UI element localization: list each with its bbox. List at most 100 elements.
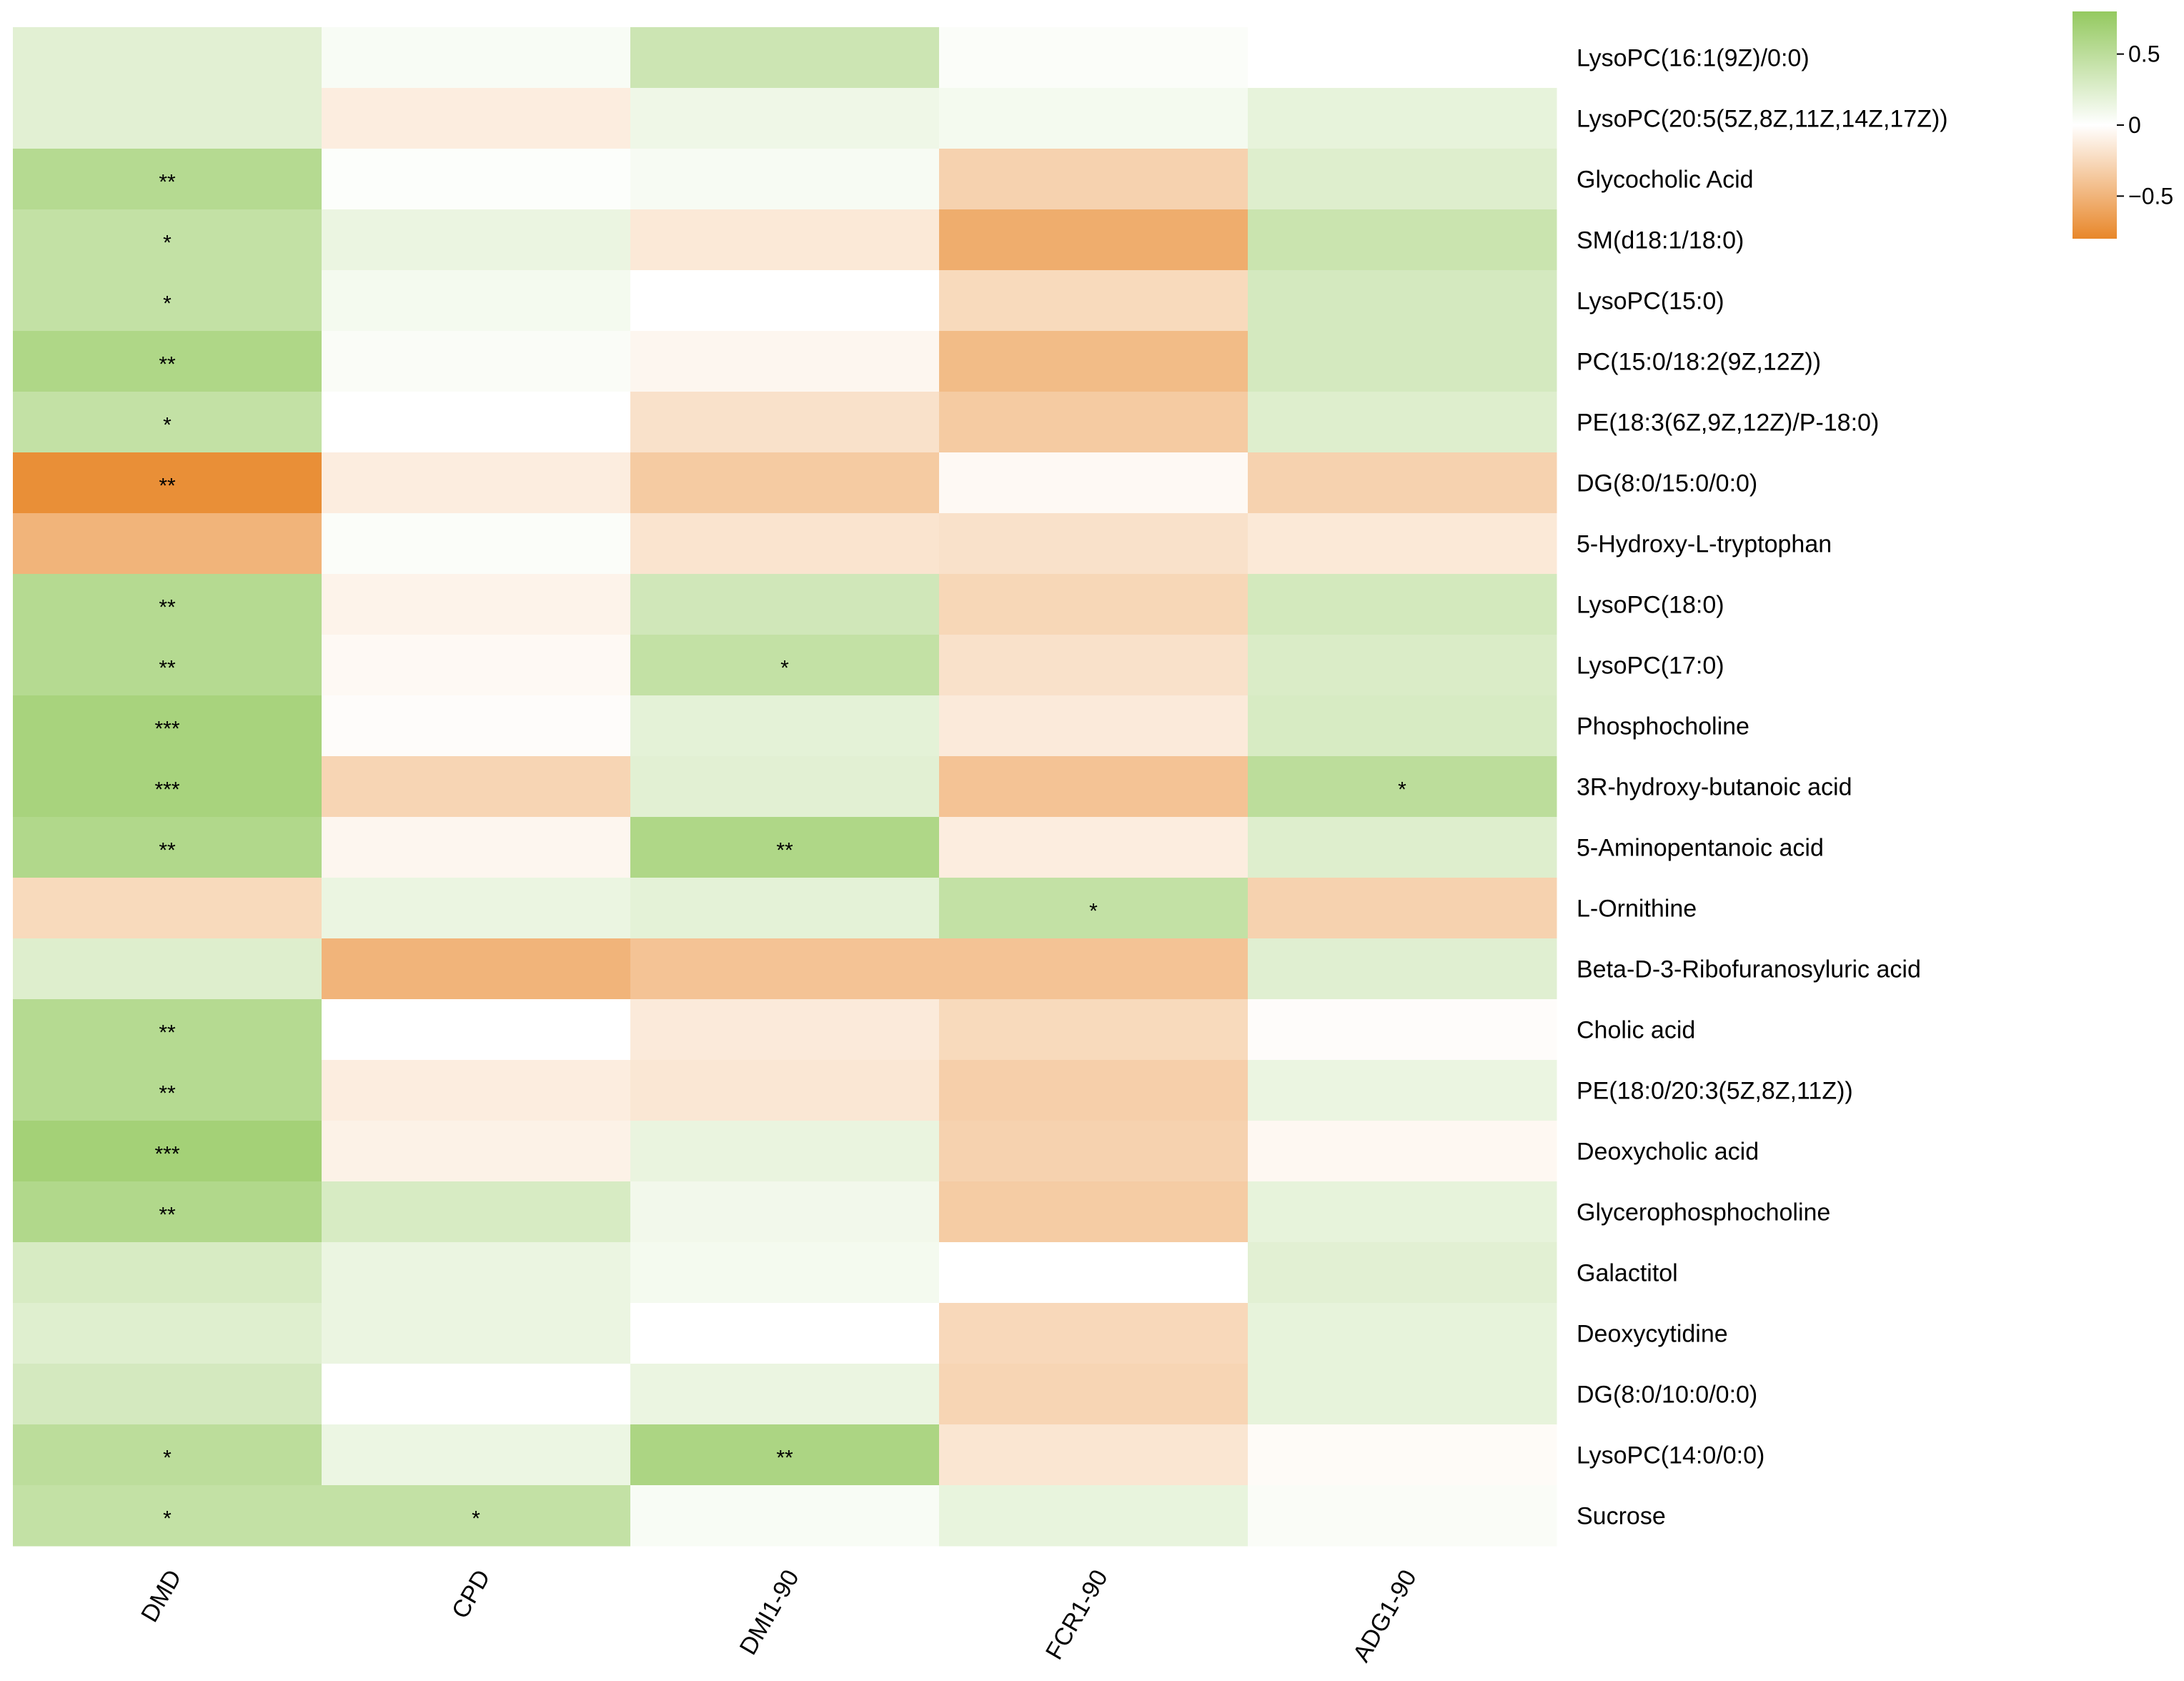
heatmap-cell bbox=[1248, 1121, 1557, 1182]
heatmap-cell bbox=[939, 1060, 1249, 1121]
colorbar-legend: 0.5 0 −0.5 bbox=[2073, 11, 2173, 239]
heatmap-cell bbox=[13, 452, 322, 514]
heatmap-cell bbox=[13, 513, 322, 575]
heatmap-cell bbox=[1248, 452, 1557, 514]
heatmap-cell bbox=[1248, 88, 1557, 149]
colorbar-tick-label: −0.5 bbox=[2128, 183, 2173, 209]
heatmap-cell bbox=[630, 1121, 940, 1182]
significance-marker: ** bbox=[159, 1082, 176, 1106]
significance-marker: ** bbox=[776, 839, 793, 863]
column-labels: DMD CPD DMI1-90 FCR1-90 ADG1-90 bbox=[136, 1565, 1422, 1667]
heatmap-cell bbox=[1248, 270, 1557, 332]
heatmap-cell bbox=[322, 27, 631, 89]
heatmap-cell bbox=[630, 574, 940, 635]
heatmap-cell bbox=[13, 1303, 322, 1364]
heatmap-cell bbox=[1248, 1181, 1557, 1243]
heatmap-cell bbox=[939, 270, 1249, 332]
significance-marker: *** bbox=[154, 718, 179, 741]
heatmap-cell bbox=[630, 1181, 940, 1243]
heatmap-cell bbox=[13, 1424, 322, 1486]
heatmap-cell bbox=[322, 1181, 631, 1243]
row-label: LysoPC(15:0) bbox=[1577, 288, 1724, 315]
heatmap-cell bbox=[322, 938, 631, 1000]
heatmap-cell bbox=[630, 635, 940, 696]
heatmap-cell bbox=[322, 1303, 631, 1364]
row-label: 5-Aminopentanoic acid bbox=[1577, 835, 1824, 862]
heatmap-cell bbox=[13, 938, 322, 1000]
heatmap-cell bbox=[1248, 27, 1557, 89]
significance-marker: ** bbox=[159, 1204, 176, 1227]
heatmap-cell bbox=[13, 1364, 322, 1425]
heatmap-cell bbox=[322, 392, 631, 453]
heatmap-cell bbox=[13, 27, 322, 89]
heatmap-cell bbox=[939, 1485, 1249, 1547]
row-label: Galactitol bbox=[1577, 1260, 1678, 1287]
heatmap-cell bbox=[13, 149, 322, 210]
heatmap-cell bbox=[13, 88, 322, 149]
row-label: 5-Hydroxy-L-tryptophan bbox=[1577, 531, 1832, 558]
heatmap-cell bbox=[1248, 695, 1557, 757]
heatmap-cell bbox=[630, 1242, 940, 1304]
heatmap-cell bbox=[322, 1485, 631, 1547]
heatmap-cell bbox=[939, 1303, 1249, 1364]
significance-marker: * bbox=[780, 657, 789, 680]
heatmap-cell bbox=[13, 999, 322, 1061]
column-label: FCR1-90 bbox=[1041, 1565, 1113, 1664]
heatmap-cell bbox=[1248, 999, 1557, 1061]
heatmap-cell bbox=[322, 574, 631, 635]
heatmap-cell bbox=[630, 1424, 940, 1486]
heatmap-cell bbox=[322, 88, 631, 149]
heatmap-cell bbox=[630, 513, 940, 575]
row-label: LysoPC(17:0) bbox=[1577, 653, 1724, 680]
heatmap-cell bbox=[939, 452, 1249, 514]
significance-marker: * bbox=[472, 1507, 480, 1531]
heatmap-cell bbox=[322, 149, 631, 210]
significance-marker: ** bbox=[159, 657, 176, 680]
column-label: DMD bbox=[136, 1565, 187, 1627]
heatmap-cell bbox=[322, 452, 631, 514]
significance-marker: *** bbox=[154, 1143, 179, 1166]
heatmap-cell bbox=[13, 270, 322, 332]
heatmap-cell bbox=[13, 1485, 322, 1547]
heatmap-cell bbox=[630, 27, 940, 89]
heatmap-cell bbox=[1248, 1485, 1557, 1547]
heatmap-cell bbox=[630, 270, 940, 332]
heatmap-cell bbox=[1248, 392, 1557, 453]
heatmap-cell bbox=[1248, 635, 1557, 696]
heatmap-cell bbox=[1248, 513, 1557, 575]
significance-marker: ** bbox=[159, 353, 176, 377]
heatmap-cell bbox=[630, 756, 940, 818]
heatmap-cell bbox=[939, 756, 1249, 818]
heatmap-cell bbox=[322, 695, 631, 757]
significance-marker: ** bbox=[159, 171, 176, 194]
significance-marker: * bbox=[1398, 778, 1406, 802]
significance-marker: ** bbox=[159, 596, 176, 620]
colorbar-ticks: 0.5 0 −0.5 bbox=[2117, 41, 2173, 209]
row-label: Phosphocholine bbox=[1577, 713, 1749, 740]
heatmap-cell bbox=[1248, 331, 1557, 392]
row-label: Glycocholic Acid bbox=[1577, 167, 1754, 194]
heatmap-cell bbox=[939, 392, 1249, 453]
significance-marker: * bbox=[1089, 900, 1098, 923]
heatmap-cell bbox=[1248, 1364, 1557, 1425]
heatmap-cell bbox=[322, 209, 631, 271]
significance-marker: *** bbox=[154, 778, 179, 802]
heatmap-cell bbox=[939, 938, 1249, 1000]
heatmap-cell bbox=[939, 88, 1249, 149]
heatmap-cells bbox=[13, 27, 1557, 1547]
heatmap-cell bbox=[939, 999, 1249, 1061]
significance-marker: * bbox=[163, 1447, 172, 1470]
significance-marker: * bbox=[163, 1507, 172, 1531]
heatmap-cell bbox=[939, 1424, 1249, 1486]
row-label: Deoxycytidine bbox=[1577, 1321, 1728, 1348]
row-label: Beta-D-3-Ribofuranosyluric acid bbox=[1577, 956, 1921, 983]
heatmap-cell bbox=[630, 452, 940, 514]
heatmap-cell bbox=[630, 209, 940, 271]
colorbar-tick-label: 0 bbox=[2128, 112, 2141, 138]
heatmap-cell bbox=[322, 270, 631, 332]
colorbar-tick-label: 0.5 bbox=[2128, 41, 2160, 67]
row-label: PC(15:0/18:2(9Z,12Z)) bbox=[1577, 349, 1821, 376]
heatmap-cell bbox=[1248, 149, 1557, 210]
row-label: Glycerophosphocholine bbox=[1577, 1199, 1830, 1226]
heatmap-cell bbox=[322, 1060, 631, 1121]
